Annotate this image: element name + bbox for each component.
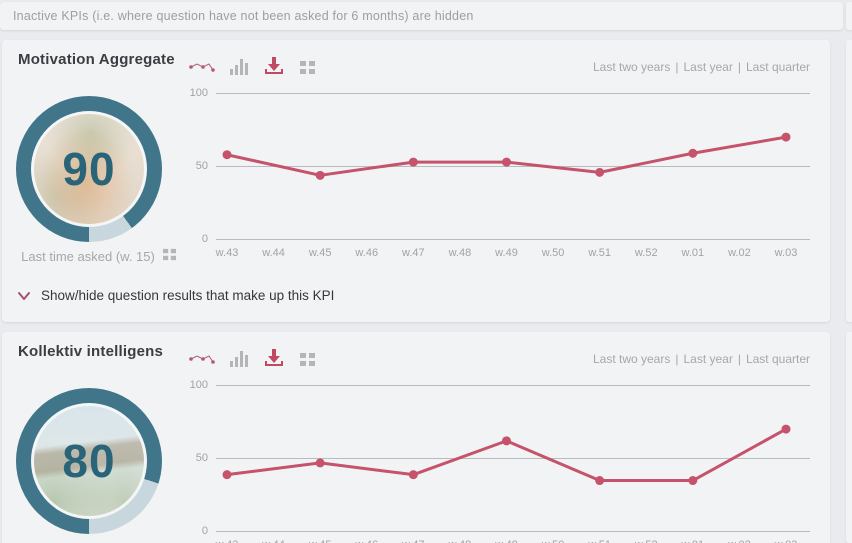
notice-text: Inactive KPIs (i.e. where question have …	[13, 9, 474, 23]
data-point[interactable]	[408, 157, 418, 167]
adjacent-panel-edge	[846, 40, 852, 322]
range-last-year[interactable]: Last year	[683, 60, 733, 74]
x-axis-label: w.48	[449, 539, 472, 543]
grid-view-icon[interactable]	[299, 352, 316, 367]
kpi-background-photo: 80	[31, 403, 147, 519]
data-point[interactable]	[222, 470, 232, 480]
kpi-card-kollektiv-intelligens: Kollektiv intelligens Last two years | Las…	[2, 332, 830, 543]
kpi-title: Kollektiv intelligens	[18, 343, 164, 360]
notice-bar: Inactive KPIs (i.e. where question have …	[0, 2, 843, 30]
kpi-gauge-ring: 90	[16, 96, 162, 242]
x-axis-label: w.44	[262, 247, 285, 259]
grid-icon[interactable]	[162, 248, 177, 264]
range-last-quarter[interactable]: Last quarter	[745, 352, 810, 366]
y-axis-label: 50	[195, 451, 208, 464]
x-axis-label: w.02	[728, 247, 751, 259]
bar-chart-view-icon[interactable]	[230, 349, 249, 367]
x-axis-label: w.47	[402, 247, 425, 259]
y-axis-label: 100	[189, 378, 208, 391]
data-point[interactable]	[688, 148, 698, 158]
x-axis-labels: w.43 w.44 w.45 w.46 w.47 w.48 w.49 w.50 w.51 w.52…	[216, 247, 810, 261]
adjacent-panel-edge	[846, 2, 852, 30]
view-mode-toolbar	[188, 348, 316, 367]
x-axis-label: w.03	[775, 539, 798, 543]
x-axis-label: w.46	[355, 247, 379, 259]
expander-toggle[interactable]: Show/hide question results that make up …	[17, 288, 334, 303]
range-last-two-years[interactable]: Last two years	[592, 352, 671, 366]
x-axis-label: w.50	[541, 247, 565, 259]
range-divider: |	[737, 352, 741, 366]
kpi-background-photo: 90	[31, 111, 147, 227]
chevron-down-icon	[18, 291, 30, 300]
x-axis-label: w.51	[588, 247, 611, 259]
data-point[interactable]	[222, 150, 232, 160]
kpi-card-motivation-aggregate: Motivation Aggregate Last two years | Last…	[2, 40, 830, 322]
range-last-year[interactable]: Last year	[683, 352, 733, 366]
x-axis-label: w.52	[634, 247, 658, 259]
data-point[interactable]	[781, 424, 791, 434]
data-point[interactable]	[502, 436, 511, 446]
range-divider: |	[675, 60, 679, 74]
y-axis-label: 0	[201, 524, 208, 537]
x-axis-labels: w.43 w.44 w.45 w.46 w.47 w.48 w.49 w.50 w.51 w.52…	[216, 539, 810, 543]
line-chart-view-icon[interactable]	[188, 59, 215, 75]
x-axis-label: w.01	[682, 539, 705, 543]
bar-chart-view-icon[interactable]	[230, 57, 249, 75]
data-point[interactable]	[688, 476, 698, 486]
range-last-quarter[interactable]: Last quarter	[745, 60, 810, 74]
kpi-title: Motivation Aggregate	[18, 51, 175, 68]
last-asked-row: Last time asked (w. 15)	[10, 248, 188, 264]
x-axis-label: w.45	[308, 247, 332, 259]
x-axis-label: w.44	[262, 539, 285, 543]
data-point[interactable]	[315, 170, 325, 180]
data-point[interactable]	[315, 458, 325, 468]
x-axis-label: w.48	[448, 247, 472, 259]
time-range-links: Last two years | Last year | Last quarter	[593, 352, 810, 366]
kpi-trend-chart: 100500w.43w.44w.45w.46w.47w.48w.49w.50w.…	[190, 379, 810, 543]
download-icon[interactable]	[264, 348, 284, 367]
data-point[interactable]	[408, 470, 418, 480]
data-point[interactable]	[502, 157, 511, 167]
x-axis-label: w.49	[495, 247, 518, 259]
kpi-score: 90	[62, 143, 116, 195]
y-axis-label: 100	[189, 86, 208, 99]
y-axis-label: 0	[201, 232, 208, 245]
download-icon[interactable]	[264, 56, 284, 75]
x-axis-label: w.43	[215, 247, 239, 259]
x-axis-label: w.43	[216, 539, 239, 543]
range-last-two-years[interactable]: Last two years	[592, 60, 671, 74]
adjacent-panel-edge	[846, 332, 852, 543]
x-axis-label: w.45	[309, 539, 332, 543]
expander-label: Show/hide question results that make up …	[41, 288, 335, 303]
x-axis-label: w.46	[355, 539, 378, 543]
x-axis-label: w.51	[588, 539, 611, 543]
grid-view-icon[interactable]	[299, 60, 316, 75]
x-axis-label: w.49	[495, 539, 518, 543]
time-range-links: Last two years | Last year | Last quarter	[593, 60, 810, 74]
view-mode-toolbar	[188, 56, 316, 75]
x-axis-label: w.52	[635, 539, 658, 543]
kpi-gauge-ring: 80	[16, 388, 162, 534]
x-axis-label: w.47	[402, 539, 425, 543]
y-axis-label: 50	[195, 159, 208, 172]
data-point[interactable]	[595, 476, 605, 486]
x-axis-label: w.02	[728, 539, 751, 543]
trend-line	[226, 135, 787, 177]
x-axis-label: w.01	[681, 247, 705, 259]
last-asked-label: Last time asked (w. 15)	[21, 248, 155, 264]
kpi-score: 80	[62, 435, 116, 487]
range-divider: |	[675, 352, 679, 366]
x-axis-label: w.50	[542, 539, 565, 543]
range-divider: |	[737, 60, 741, 74]
line-chart-view-icon[interactable]	[188, 351, 215, 367]
x-axis-label: w.03	[774, 247, 798, 259]
data-point[interactable]	[595, 167, 605, 177]
data-point[interactable]	[781, 132, 791, 142]
